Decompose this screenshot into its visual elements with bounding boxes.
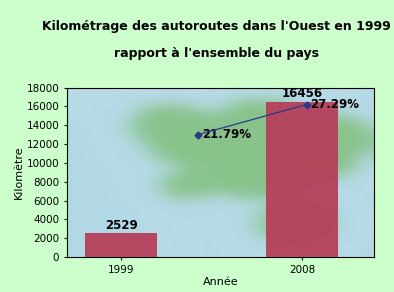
Bar: [85, 233, 157, 257]
Text: 16456: 16456: [281, 87, 323, 100]
X-axis label: Année: Année: [203, 277, 238, 287]
Y-axis label: Kilomètre: Kilomètre: [14, 145, 24, 199]
Text: 2529: 2529: [105, 220, 138, 232]
Text: 27.29%: 27.29%: [310, 98, 359, 111]
Text: 21.79%: 21.79%: [202, 128, 251, 141]
Text: rapport à l'ensemble du pays: rapport à l'ensemble du pays: [114, 47, 319, 60]
Bar: [266, 102, 338, 257]
Text: Kilométrage des autoroutes dans l'Ouest en 1999: Kilométrage des autoroutes dans l'Ouest …: [42, 20, 391, 34]
